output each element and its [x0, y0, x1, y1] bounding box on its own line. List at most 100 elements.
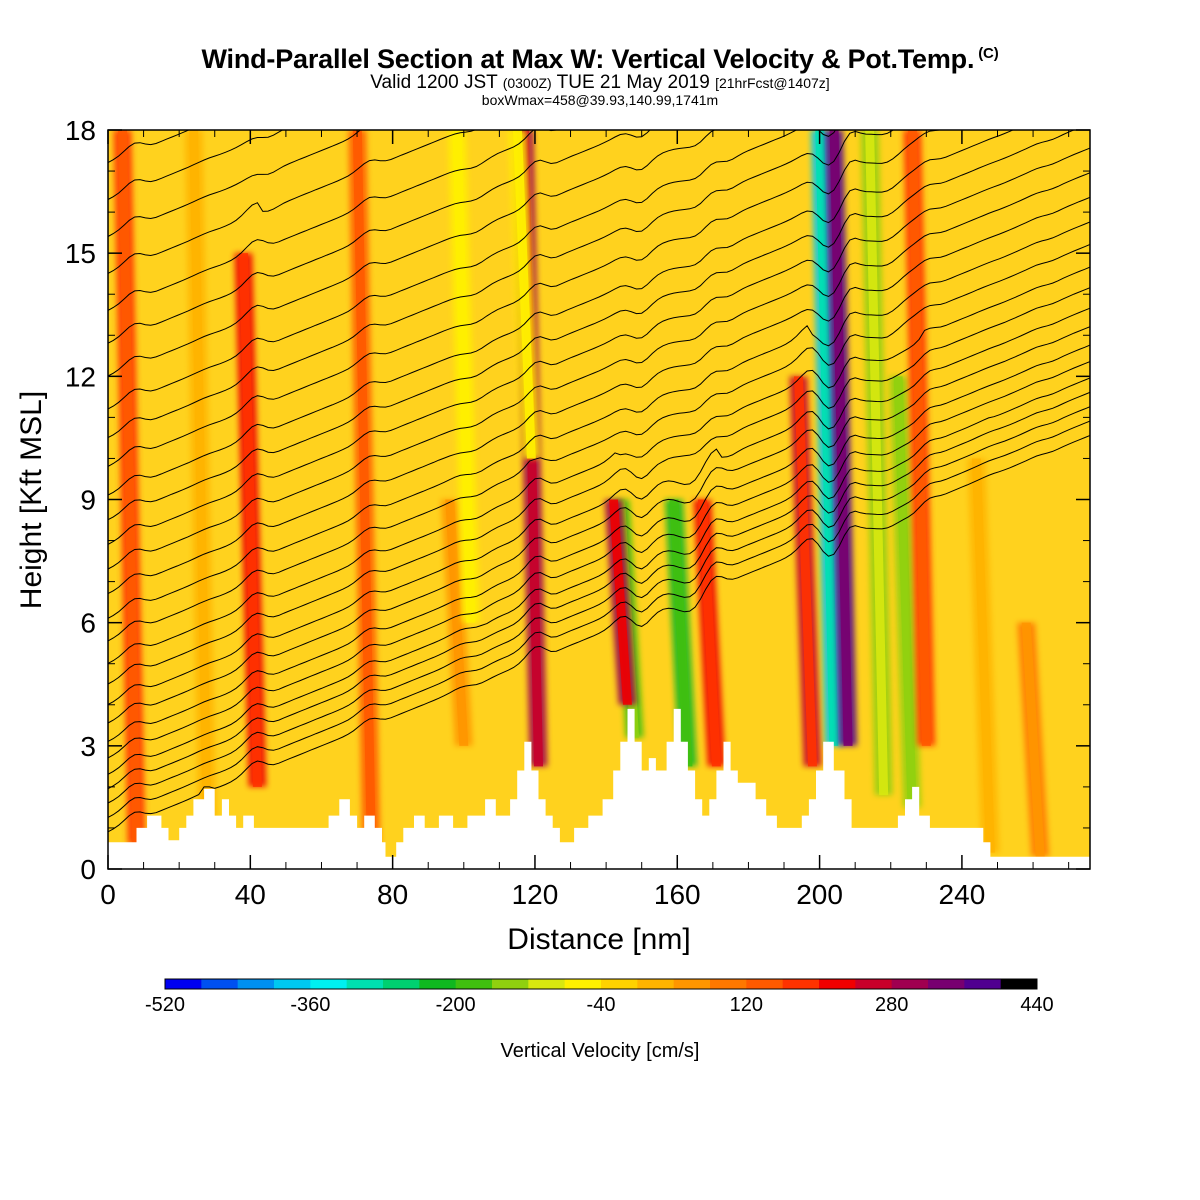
x-tick-label: 200 — [796, 879, 843, 910]
vertical-velocity-field — [113, 130, 1050, 857]
theta-contour — [108, 391, 1090, 790]
valid-date: TUE 21 May 2019 — [556, 72, 710, 93]
theta-contour — [108, 172, 1090, 570]
colorbar-tick-label: 120 — [730, 994, 763, 1016]
valid-utc: (0300Z) — [502, 75, 552, 91]
colorbar-tick-label: -520 — [145, 994, 185, 1016]
colorbar-swatch — [310, 979, 348, 989]
colorbar-swatch — [528, 979, 566, 989]
theta-contour — [108, 361, 1090, 759]
chart-title: Wind-Parallel Section at Max W: Vertical… — [0, 44, 1200, 75]
chart-subtitle: Valid 1200 JST (0300Z) TUE 21 May 2019 [… — [0, 72, 1200, 94]
x-axis: 0 40 80 120 160 200 240 — [100, 130, 1070, 910]
theta-contour — [108, 344, 1090, 742]
x-axis-title: Distance [nm] — [507, 923, 690, 956]
theta-contour — [108, 130, 284, 200]
x-tick-label: 0 — [100, 879, 116, 910]
colorbar: -520 -360 -200 -40 120 280 440 — [145, 978, 1054, 1016]
y-axis: 0 3 6 9 12 15 18 — [65, 115, 1090, 885]
copyright-mark: (C) — [978, 45, 999, 62]
title-main: Wind-Parallel Section at Max W: Vertical… — [201, 44, 975, 74]
colorbar-swatch — [274, 979, 311, 989]
forecast-info: [21hrFcst@1407z] — [715, 75, 830, 91]
colorbar-swatch — [1000, 979, 1038, 989]
theta-contour — [108, 130, 1015, 496]
theta-contour — [108, 420, 1090, 818]
velocity-band — [440, 499, 473, 746]
colorbar-swatch — [964, 979, 1002, 989]
x-tick-label: 160 — [654, 879, 701, 910]
colorbar-title: Vertical Velocity [cm/s] — [501, 1040, 700, 1062]
colorbar-tick-label: -360 — [290, 994, 330, 1016]
colorbar-border — [164, 978, 1038, 990]
colorbar-swatch — [637, 979, 675, 989]
colorbar-swatch — [564, 979, 602, 989]
velocity-band — [889, 376, 922, 808]
colorbar-tick-label: 280 — [875, 994, 908, 1016]
x-tick-label: 40 — [235, 879, 266, 910]
y-axis-title: Height [Kft MSL] — [15, 391, 48, 609]
colorbar-swatch — [201, 979, 239, 989]
theta-contour — [108, 221, 1090, 619]
colorbar-swatch — [782, 979, 820, 989]
colorbar-tick-label: -200 — [436, 994, 476, 1016]
theta-contour — [108, 326, 1090, 724]
theta-contour — [108, 147, 1090, 545]
colorbar-swatch — [419, 979, 457, 989]
colorbar-swatch — [601, 979, 638, 989]
theta-contour — [108, 377, 1090, 775]
colorbar-swatch — [237, 979, 275, 989]
box-info: boxWmax=458@39.93,140.99,1741m — [481, 92, 719, 108]
y-tick-label: 0 — [80, 854, 96, 885]
theta-contour — [108, 266, 1090, 664]
theta-contour — [108, 130, 477, 274]
theta-contour — [108, 307, 1090, 705]
velocity-band — [113, 130, 146, 845]
theta-contour — [108, 244, 1090, 642]
colorbar-swatch — [383, 979, 420, 989]
theta-contour — [108, 196, 1090, 595]
terrain — [108, 708, 1090, 869]
y-tick-label: 15 — [65, 238, 96, 269]
colorbar-swatch — [455, 979, 493, 989]
colorbar-swatch — [746, 979, 784, 989]
velocity-band — [348, 130, 381, 845]
colorbar-tick-label: 440 — [1020, 994, 1053, 1016]
colorbar-swatch — [819, 979, 856, 989]
velocity-band — [810, 130, 843, 746]
velocity-band — [508, 130, 541, 459]
velocity-band — [860, 130, 893, 796]
colorbar-tick-label: -40 — [587, 994, 616, 1016]
velocity-band — [789, 376, 822, 767]
theta-contour — [108, 130, 837, 410]
y-tick-label: 3 — [80, 731, 96, 762]
theta-contour — [108, 435, 1090, 833]
y-tick-label: 12 — [65, 361, 96, 392]
theta-contour — [108, 130, 894, 439]
terrain-profile — [108, 708, 1090, 869]
theta-contour — [108, 130, 558, 311]
velocity-band — [604, 499, 637, 705]
y-tick-label: 6 — [80, 608, 96, 639]
potential-temperature-contours — [108, 130, 1090, 833]
velocity-band — [903, 130, 936, 746]
x-tick-label: 80 — [377, 879, 408, 910]
colorbar-swatch — [855, 979, 893, 989]
colorbar-swatch — [346, 979, 384, 989]
colorbar-swatch — [891, 979, 929, 989]
colorbar-swatch — [928, 979, 965, 989]
theta-contour — [108, 130, 362, 237]
velocity-band — [1017, 622, 1050, 857]
colorbar-swatch — [492, 979, 529, 989]
theta-contour — [108, 287, 1090, 685]
y-tick-label: 18 — [65, 115, 96, 146]
velocity-band — [447, 130, 480, 623]
theta-contour — [108, 130, 651, 344]
x-tick-label: 240 — [939, 879, 986, 910]
colorbar-swatch — [673, 979, 711, 989]
colorbar-swatch — [710, 979, 747, 989]
y-tick-label: 9 — [80, 485, 96, 516]
theta-contour — [108, 130, 1076, 521]
velocity-band — [693, 499, 726, 767]
